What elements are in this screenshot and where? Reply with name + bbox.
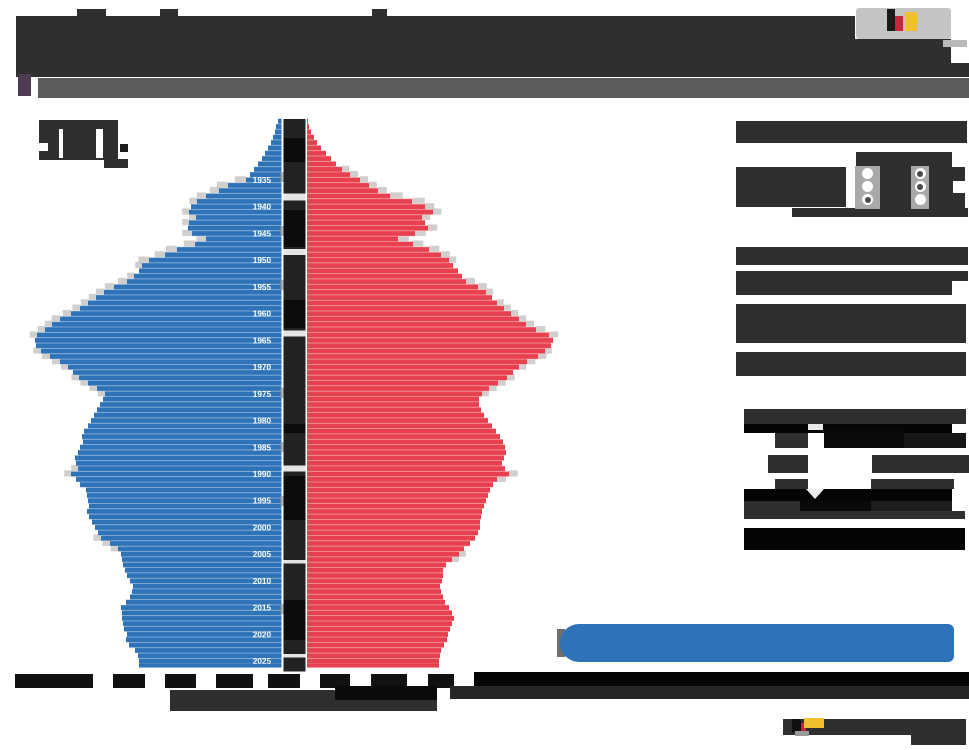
svg-text:1955: 1955 <box>253 283 272 292</box>
svg-text:2025: 2025 <box>253 657 272 666</box>
svg-text:2015: 2015 <box>253 604 272 613</box>
svg-text:1975: 1975 <box>253 390 272 399</box>
svg-text:1945: 1945 <box>253 230 272 239</box>
svg-text:1985: 1985 <box>253 443 272 452</box>
svg-text:1995: 1995 <box>253 497 272 506</box>
svg-text:1965: 1965 <box>253 336 272 345</box>
svg-text:1940: 1940 <box>253 203 272 212</box>
svg-text:2000: 2000 <box>253 523 272 532</box>
svg-text:2020: 2020 <box>253 630 272 639</box>
svg-text:2005: 2005 <box>253 550 272 559</box>
svg-text:1960: 1960 <box>253 310 272 319</box>
svg-text:2010: 2010 <box>253 577 272 586</box>
svg-text:1935: 1935 <box>253 176 272 185</box>
svg-text:1950: 1950 <box>253 256 272 265</box>
svg-text:1980: 1980 <box>253 417 272 426</box>
svg-text:1970: 1970 <box>253 363 272 372</box>
svg-text:1990: 1990 <box>253 470 272 479</box>
